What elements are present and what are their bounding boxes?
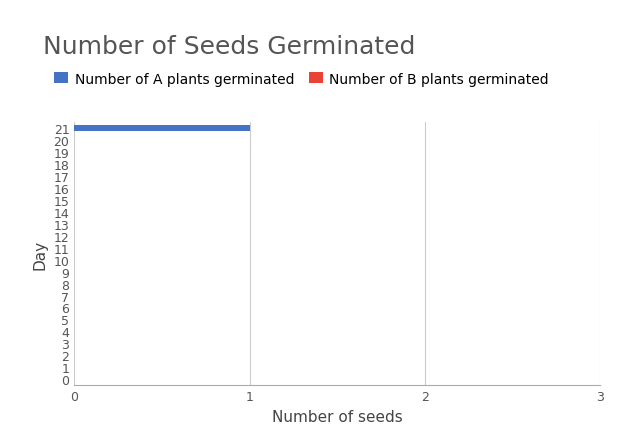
- Bar: [74, 126, 249, 131]
- Y-axis label: Day: Day: [33, 239, 48, 269]
- Legend: Number of A plants germinated, Number of B plants germinated: Number of A plants germinated, Number of…: [50, 68, 553, 91]
- Text: Number of Seeds Germinated: Number of Seeds Germinated: [43, 35, 416, 59]
- X-axis label: Number of seeds: Number of seeds: [272, 409, 403, 424]
